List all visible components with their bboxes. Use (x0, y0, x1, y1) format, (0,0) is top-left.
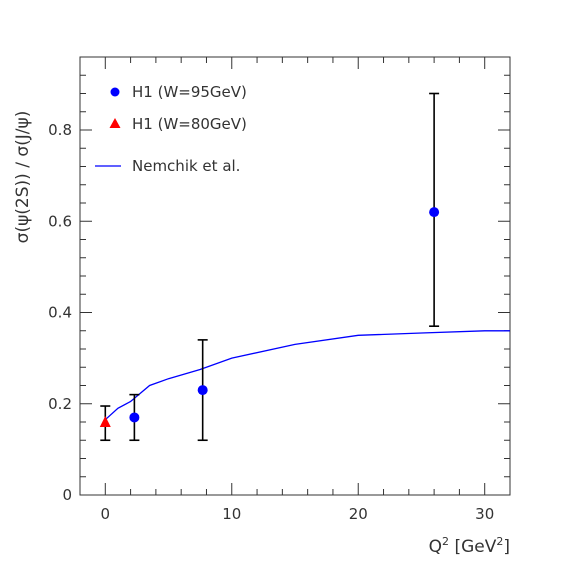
y-axis-label: σ(ψ(2S)) / σ(J/ψ) (13, 111, 33, 244)
legend-label: Nemchik et al. (132, 157, 240, 175)
series-layer (99, 92, 510, 442)
data-point-w95 (129, 412, 140, 423)
legend-label: H1 (W=80GeV) (132, 115, 247, 133)
y-tick-label: 0.8 (48, 121, 72, 139)
x-tick-label: 0 (101, 505, 111, 523)
theory-curve-nemchik (104, 330, 510, 421)
y-tick-label: 0 (62, 486, 72, 504)
data-point-w95 (197, 385, 208, 396)
tick-labels: 0 10 20 30 0 0.2 0.4 0.6 0.8 (48, 121, 494, 523)
x-tick-label: 10 (222, 505, 241, 523)
legend: H1 (W=95GeV) H1 (W=80GeV) Nemchik et al. (95, 83, 247, 175)
x-axis-label: Q2 [GeV2] (429, 535, 510, 557)
x-tick-label: 20 (349, 505, 368, 523)
axis-ticks (79, 56, 511, 496)
data-point-w80 (99, 416, 111, 427)
legend-marker-circle (110, 87, 120, 97)
y-tick-label: 0.6 (48, 212, 72, 230)
y-tick-label: 0.2 (48, 395, 72, 413)
legend-label: H1 (W=95GeV) (132, 83, 247, 101)
data-point-w95 (429, 207, 440, 218)
y-tick-label: 0.4 (48, 304, 72, 322)
legend-marker-triangle (109, 118, 121, 128)
x-tick-label: 30 (475, 505, 494, 523)
